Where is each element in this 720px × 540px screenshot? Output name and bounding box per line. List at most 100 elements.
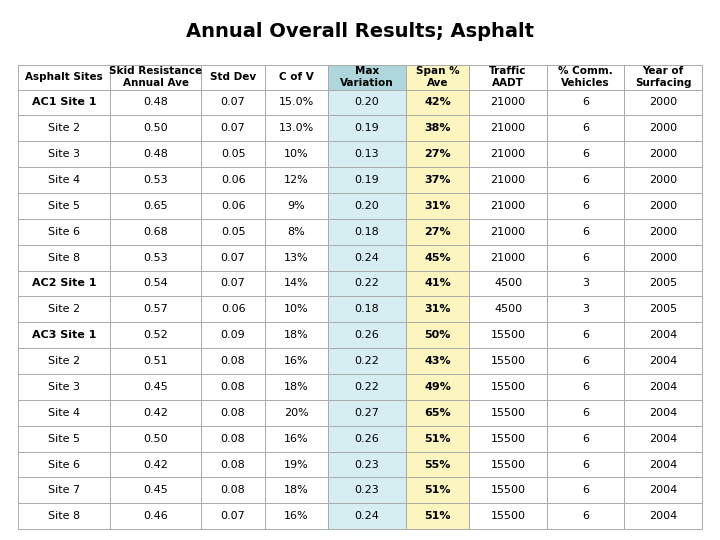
- Text: 65%: 65%: [424, 408, 451, 418]
- Bar: [18, 451, 109, 477]
- Bar: [328, 451, 406, 477]
- Text: Span %
Ave: Span % Ave: [415, 66, 459, 88]
- Bar: [109, 141, 202, 167]
- Text: 8%: 8%: [288, 227, 305, 237]
- Text: 2000: 2000: [649, 97, 678, 107]
- Text: 14%: 14%: [284, 279, 309, 288]
- Text: 21000: 21000: [490, 253, 526, 262]
- Text: 10%: 10%: [284, 149, 309, 159]
- Text: 2004: 2004: [649, 460, 678, 470]
- Bar: [547, 219, 624, 245]
- Text: Year of
Surfacing: Year of Surfacing: [635, 66, 691, 88]
- Bar: [547, 271, 624, 296]
- Bar: [406, 141, 469, 167]
- Text: 31%: 31%: [424, 201, 451, 211]
- Text: 37%: 37%: [424, 175, 451, 185]
- Bar: [469, 116, 547, 141]
- Bar: [265, 400, 328, 426]
- Bar: [406, 167, 469, 193]
- Bar: [202, 193, 265, 219]
- Bar: [406, 400, 469, 426]
- Bar: [406, 116, 469, 141]
- Bar: [406, 348, 469, 374]
- Text: 50%: 50%: [424, 330, 451, 340]
- Text: 0.53: 0.53: [143, 253, 168, 262]
- Bar: [328, 271, 406, 296]
- Bar: [109, 503, 202, 529]
- Text: 0.22: 0.22: [355, 279, 379, 288]
- Bar: [265, 322, 328, 348]
- Bar: [406, 451, 469, 477]
- Bar: [469, 296, 547, 322]
- Text: 6: 6: [582, 460, 589, 470]
- Text: 49%: 49%: [424, 382, 451, 392]
- Bar: [265, 348, 328, 374]
- Bar: [624, 65, 702, 90]
- Text: 0.06: 0.06: [221, 305, 246, 314]
- Bar: [328, 503, 406, 529]
- Bar: [469, 193, 547, 219]
- Text: Std Dev: Std Dev: [210, 72, 256, 82]
- Bar: [109, 193, 202, 219]
- Bar: [109, 400, 202, 426]
- Bar: [547, 167, 624, 193]
- Bar: [265, 193, 328, 219]
- Text: Site 3: Site 3: [48, 382, 80, 392]
- Text: Traffic
AADT: Traffic AADT: [490, 66, 527, 88]
- Text: Site 6: Site 6: [48, 460, 80, 470]
- Bar: [265, 245, 328, 271]
- Bar: [328, 90, 406, 116]
- Bar: [624, 348, 702, 374]
- Text: 6: 6: [582, 227, 589, 237]
- Bar: [624, 116, 702, 141]
- Text: 15500: 15500: [490, 330, 526, 340]
- Text: 10%: 10%: [284, 305, 309, 314]
- Text: 15500: 15500: [490, 356, 526, 366]
- Text: Site 7: Site 7: [48, 485, 80, 495]
- Bar: [18, 348, 109, 374]
- Text: 2004: 2004: [649, 434, 678, 444]
- Bar: [202, 477, 265, 503]
- Text: 51%: 51%: [424, 485, 451, 495]
- Text: 21000: 21000: [490, 175, 526, 185]
- Bar: [265, 426, 328, 451]
- Bar: [18, 426, 109, 451]
- Bar: [109, 426, 202, 451]
- Text: Site 4: Site 4: [48, 408, 80, 418]
- Text: 38%: 38%: [424, 123, 451, 133]
- Bar: [265, 451, 328, 477]
- Text: 19%: 19%: [284, 460, 309, 470]
- Bar: [547, 451, 624, 477]
- Bar: [406, 193, 469, 219]
- Bar: [202, 245, 265, 271]
- Text: 0.26: 0.26: [355, 330, 379, 340]
- Bar: [406, 90, 469, 116]
- Bar: [109, 219, 202, 245]
- Text: 0.52: 0.52: [143, 330, 168, 340]
- Bar: [547, 116, 624, 141]
- Text: 0.68: 0.68: [143, 227, 168, 237]
- Text: 21000: 21000: [490, 227, 526, 237]
- Text: 0.18: 0.18: [355, 227, 379, 237]
- Bar: [624, 400, 702, 426]
- Text: 15500: 15500: [490, 460, 526, 470]
- Text: 16%: 16%: [284, 356, 309, 366]
- Bar: [202, 65, 265, 90]
- Text: 0.53: 0.53: [143, 175, 168, 185]
- Text: 18%: 18%: [284, 330, 309, 340]
- Bar: [624, 477, 702, 503]
- Text: 0.48: 0.48: [143, 149, 168, 159]
- Bar: [469, 451, 547, 477]
- Text: 2005: 2005: [649, 305, 678, 314]
- Text: Site 2: Site 2: [48, 356, 80, 366]
- Text: 45%: 45%: [424, 253, 451, 262]
- Text: 6: 6: [582, 434, 589, 444]
- Bar: [328, 426, 406, 451]
- Bar: [624, 271, 702, 296]
- Text: 6: 6: [582, 330, 589, 340]
- Bar: [406, 477, 469, 503]
- Bar: [265, 219, 328, 245]
- Bar: [624, 296, 702, 322]
- Bar: [202, 374, 265, 400]
- Bar: [265, 271, 328, 296]
